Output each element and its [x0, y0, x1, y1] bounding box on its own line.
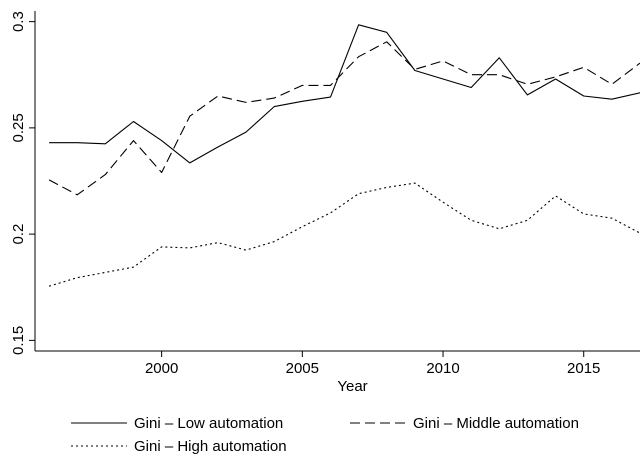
legend-label: Gini – Low automation: [134, 415, 283, 432]
plot-area: [48, 24, 640, 287]
x-tick-label: 2010: [426, 360, 459, 377]
series-line-dashed: [48, 41, 640, 196]
y-tick-label: 0.3: [10, 11, 27, 32]
legend-label: Gini – High automation: [134, 438, 287, 455]
x-axis-title: Year: [337, 378, 367, 395]
series-line-dotted: [48, 182, 640, 287]
y-tick-label: 0.2: [10, 224, 27, 245]
y-tick-label: 0.15: [10, 326, 27, 355]
x-tick-label: 2015: [567, 360, 600, 377]
x-tick-label: 2000: [145, 360, 178, 377]
axes: 2000 2005 2010 2015 0.15 0.2 0.25 0.3 Year: [10, 11, 640, 395]
series-line-solid: [49, 24, 640, 164]
legend: Gini – Low automation Gini – Middle autom…: [71, 415, 579, 455]
x-tick-label: 2005: [286, 360, 319, 377]
y-tick-label: 0.25: [10, 113, 27, 142]
legend-label: Gini – Middle automation: [413, 415, 579, 432]
